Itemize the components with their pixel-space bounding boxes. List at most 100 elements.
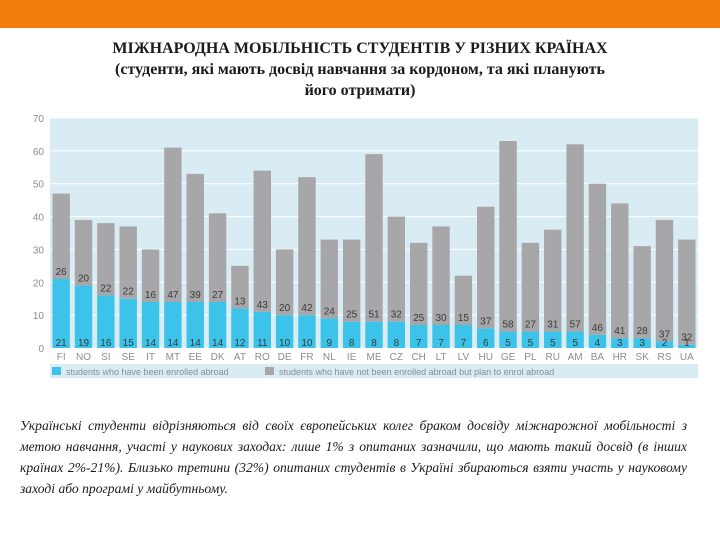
value-label-enrolled: 4 — [595, 338, 601, 349]
bar-enrolled — [298, 315, 316, 348]
bar-plan — [164, 147, 182, 302]
category-label: HU — [478, 352, 492, 363]
title-line-3: його отримати) — [304, 82, 416, 99]
value-label-plan: 20 — [78, 274, 90, 285]
bar-plan — [432, 226, 450, 325]
value-label-plan: 25 — [346, 310, 358, 321]
category-label: AM — [568, 352, 583, 363]
value-label-plan: 15 — [458, 313, 470, 324]
legend-label-enrolled: students who have been enrolled abroad — [66, 367, 229, 377]
category-label: LT — [436, 352, 447, 363]
category-label: MT — [166, 352, 180, 363]
bar-enrolled — [186, 302, 204, 348]
bar-enrolled — [678, 344, 696, 348]
value-label-enrolled: 10 — [301, 338, 313, 349]
bar-enrolled — [387, 321, 406, 348]
bar-plan — [611, 203, 629, 339]
value-label-enrolled: 6 — [483, 338, 489, 349]
value-label-enrolled: 8 — [371, 338, 377, 349]
value-label-enrolled: 14 — [167, 338, 179, 349]
y-tick-label: 50 — [33, 180, 45, 191]
caption-text: Українські студенти відрізняються від св… — [20, 418, 687, 496]
value-label-plan: 16 — [145, 290, 157, 301]
legend-label-plan: students who have not been enrolled abro… — [279, 367, 554, 377]
value-label-plan: 39 — [190, 290, 202, 301]
bar-enrolled — [253, 311, 271, 348]
y-tick-label: 10 — [33, 311, 45, 322]
bar-enrolled — [365, 321, 383, 348]
value-label-plan: 27 — [212, 290, 224, 301]
legend-swatch-plan — [265, 367, 274, 375]
category-label: IT — [146, 352, 155, 363]
title-line-2: (студенти, які мають досвід навчання за … — [115, 61, 605, 78]
bar-plan — [141, 249, 160, 302]
value-label-plan: 37 — [480, 316, 492, 327]
bar-plan — [119, 226, 137, 299]
value-label-enrolled: 3 — [617, 338, 623, 349]
value-label-enrolled: 5 — [528, 338, 534, 349]
bar-plan — [633, 246, 651, 339]
bar-enrolled — [544, 331, 562, 348]
bar-plan — [342, 239, 361, 322]
top-accent-bar — [0, 0, 720, 28]
value-label-enrolled: 7 — [461, 338, 467, 349]
bar-enrolled — [342, 321, 361, 348]
y-tick-label: 30 — [33, 245, 45, 256]
category-label: DE — [278, 352, 292, 363]
value-label-enrolled: 10 — [279, 338, 291, 349]
value-label-plan: 51 — [368, 310, 380, 321]
bar-enrolled — [477, 328, 495, 348]
category-label: SE — [122, 352, 136, 363]
bar-plan — [454, 275, 473, 325]
bar-enrolled — [275, 315, 294, 348]
bar-plan — [320, 239, 339, 319]
value-label-enrolled: 14 — [190, 338, 202, 349]
value-label-plan: 27 — [525, 320, 537, 331]
category-label: SI — [101, 352, 110, 363]
bar-plan — [275, 249, 294, 316]
title-line-1: МІЖНАРОДНА МОБІЛЬНІСТЬ СТУДЕНТІВ У РІЗНИ… — [112, 40, 608, 57]
value-label-enrolled: 2 — [662, 338, 668, 349]
category-label: ME — [367, 352, 382, 363]
value-label-plan: 41 — [614, 326, 626, 337]
bar-plan — [52, 193, 70, 279]
value-label-plan: 43 — [257, 300, 269, 311]
category-label: RU — [546, 352, 560, 363]
y-tick-label: 0 — [38, 344, 44, 355]
value-label-enrolled: 15 — [123, 338, 135, 349]
value-label-plan: 26 — [56, 267, 68, 278]
y-tick-label: 40 — [33, 213, 45, 224]
value-label-plan: 46 — [592, 323, 604, 334]
bar-enrolled — [432, 325, 450, 348]
value-label-enrolled: 11 — [257, 338, 268, 349]
category-label: RS — [658, 352, 672, 363]
bar-enrolled — [588, 334, 607, 348]
y-tick-label: 20 — [33, 278, 45, 289]
bar-enrolled — [655, 341, 674, 348]
bar-enrolled — [409, 325, 428, 348]
legend-swatch-enrolled — [52, 367, 61, 375]
category-label: IE — [347, 352, 357, 363]
category-label: EE — [189, 352, 203, 363]
category-label: PL — [524, 352, 537, 363]
category-label: NO — [76, 352, 91, 363]
bar-enrolled — [499, 331, 517, 348]
value-label-enrolled: 12 — [234, 338, 246, 349]
value-label-plan: 30 — [435, 313, 447, 324]
value-label-enrolled: 8 — [394, 338, 400, 349]
value-label-plan: 32 — [391, 310, 403, 321]
bar-plan — [409, 242, 428, 325]
bar-plan — [74, 219, 93, 286]
category-label: SK — [635, 352, 649, 363]
value-label-plan: 31 — [547, 320, 559, 331]
bar-enrolled — [97, 295, 115, 348]
bar-enrolled — [611, 338, 629, 348]
category-label: RO — [255, 352, 270, 363]
value-label-enrolled: 21 — [56, 338, 68, 349]
value-label-plan: 13 — [234, 297, 246, 308]
value-label-plan: 47 — [167, 290, 179, 301]
category-label: DK — [211, 352, 225, 363]
value-label-plan: 28 — [637, 326, 649, 337]
value-label-enrolled: 8 — [349, 338, 355, 349]
bar-plan — [477, 206, 495, 329]
